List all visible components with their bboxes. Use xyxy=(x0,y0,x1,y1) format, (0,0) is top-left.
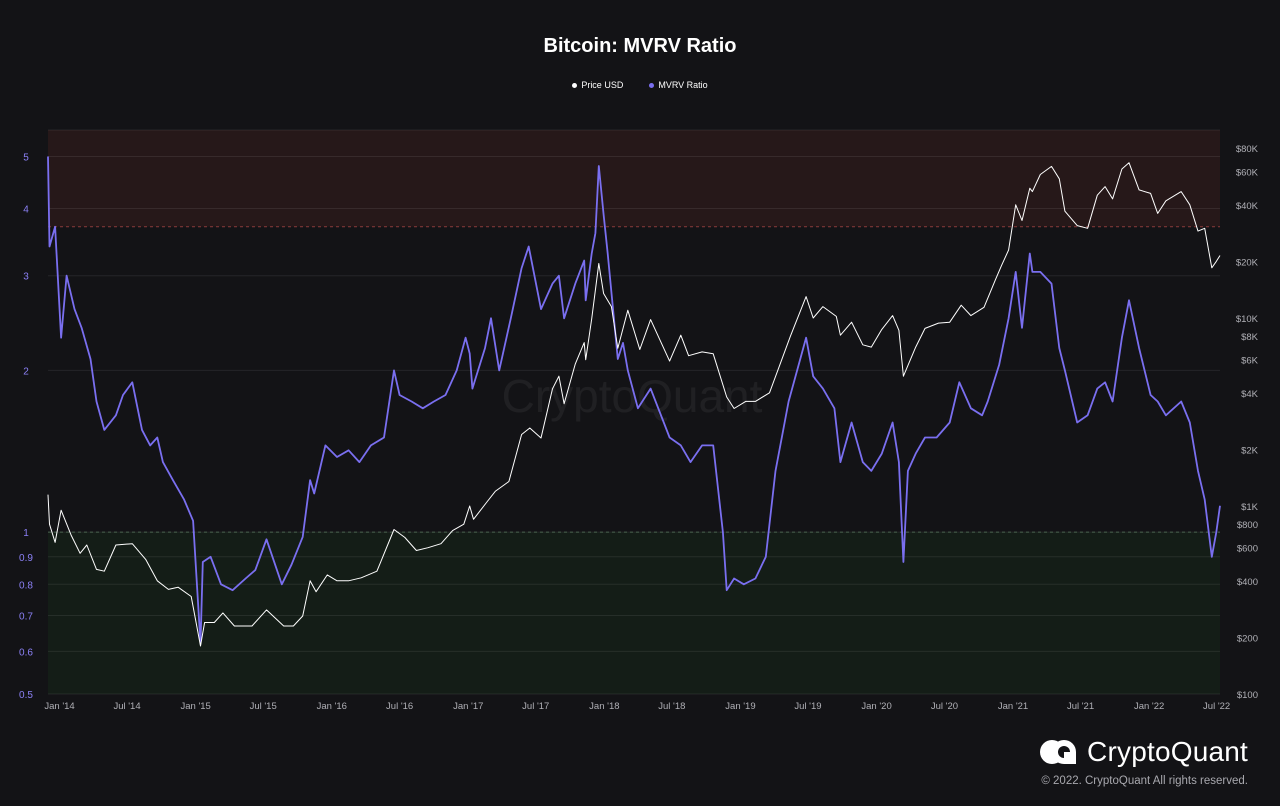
x-tick-label: Jan '21 xyxy=(998,701,1028,712)
chart-title: Bitcoin: MVRV Ratio xyxy=(543,35,737,57)
cryptoquant-logo-icon xyxy=(1040,740,1077,764)
legend-label-price: Price USD xyxy=(581,80,624,90)
chart-zones xyxy=(48,130,1220,694)
right-tick-label: $800 xyxy=(1237,520,1258,531)
legend-label-mvrv: MVRV Ratio xyxy=(658,80,708,90)
right-tick-label: $100 xyxy=(1237,690,1258,701)
left-tick-label: 3 xyxy=(23,272,29,283)
left-tick-label: 5 xyxy=(23,152,29,163)
chart-gridlines xyxy=(48,129,1220,695)
left-tick-label: 4 xyxy=(23,205,29,216)
overvalued-zone xyxy=(48,130,1220,227)
x-axis: Jan '14 Jul '14 Jan '15 Jul '15 Jan '16 Jul '… xyxy=(44,701,1230,712)
x-tick-label: Jul '20 xyxy=(931,701,958,712)
x-tick-label: Jul '17 xyxy=(522,701,549,712)
copyright-text: © 2022. CryptoQuant All rights reserved. xyxy=(1041,775,1248,787)
x-tick-label: Jul '15 xyxy=(250,701,277,712)
right-axis: $100 $200 $400 $600 $800 $1K $2K $4K $6K $8K $10K $… xyxy=(1236,144,1259,701)
mvrv-line xyxy=(47,156,1221,645)
left-tick-label: 0.8 xyxy=(19,580,33,591)
x-tick-label: Jul '22 xyxy=(1203,701,1230,712)
x-tick-label: Jul '18 xyxy=(658,701,685,712)
x-tick-label: Jan '14 xyxy=(44,701,74,712)
left-tick-label: 0.7 xyxy=(19,611,33,622)
right-tick-label: $8K xyxy=(1241,332,1259,343)
cryptoquant-logo: CryptoQuant xyxy=(1039,736,1248,768)
x-tick-label: Jan '17 xyxy=(453,701,483,712)
right-tick-label: $6K xyxy=(1241,356,1259,367)
price-line xyxy=(47,162,1221,647)
x-tick-label: Jul '21 xyxy=(1067,701,1094,712)
right-tick-label: $10K xyxy=(1236,314,1259,325)
x-tick-label: Jan '22 xyxy=(1134,701,1164,712)
x-tick-label: Jan '19 xyxy=(725,701,755,712)
right-tick-label: $80K xyxy=(1236,144,1259,155)
right-tick-label: $20K xyxy=(1236,257,1259,268)
right-tick-label: $200 xyxy=(1237,633,1258,644)
x-tick-label: Jul '14 xyxy=(113,701,140,712)
left-tick-label: 2 xyxy=(23,366,29,377)
left-axis: 0.5 0.6 0.7 0.8 0.9 1 2 3 4 5 xyxy=(19,152,33,701)
right-tick-label: $4K xyxy=(1241,389,1259,400)
right-tick-label: $600 xyxy=(1237,544,1258,555)
right-tick-label: $2K xyxy=(1241,445,1259,456)
legend-item-price[interactable]: Price USD xyxy=(572,80,623,90)
left-tick-label: 0.9 xyxy=(19,553,33,564)
x-tick-label: Jul '19 xyxy=(794,701,821,712)
x-tick-label: Jan '18 xyxy=(589,701,619,712)
x-tick-label: Jan '15 xyxy=(180,701,210,712)
left-tick-label: 0.5 xyxy=(19,690,33,701)
x-tick-label: Jul '16 xyxy=(386,701,413,712)
x-tick-label: Jan '20 xyxy=(861,701,891,712)
logo-text: CryptoQuant xyxy=(1087,736,1248,767)
mvrv-series xyxy=(47,156,1221,645)
right-tick-label: $1K xyxy=(1241,502,1259,513)
left-tick-label: 1 xyxy=(23,528,29,539)
watermark: CryptoQuant xyxy=(502,370,763,422)
right-tick-label: $400 xyxy=(1237,577,1258,588)
price-series xyxy=(47,162,1221,647)
legend-item-mvrv[interactable]: MVRV Ratio xyxy=(649,80,708,90)
undervalued-zone xyxy=(48,532,1220,694)
left-tick-label: 0.6 xyxy=(19,647,33,658)
right-tick-label: $40K xyxy=(1236,201,1259,212)
x-tick-label: Jan '16 xyxy=(317,701,347,712)
legend-marker-price xyxy=(572,82,578,88)
legend-marker-mvrv xyxy=(649,82,655,88)
legend: Price USD MVRV Ratio xyxy=(0,80,1280,90)
right-tick-label: $60K xyxy=(1236,168,1259,179)
